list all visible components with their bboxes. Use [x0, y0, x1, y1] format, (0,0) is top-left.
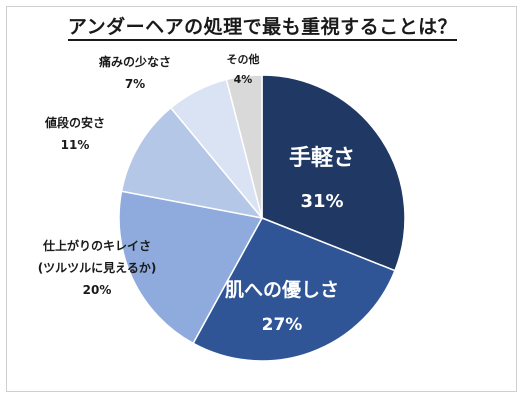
pie-slice: [192, 217, 396, 362]
slice-value-label: 27%: [262, 315, 303, 335]
slice-label: 仕上がりのキレイさ: [42, 238, 151, 253]
slice-label: 痛みの少なさ: [98, 54, 171, 69]
slice-label: 手軽さ: [289, 145, 355, 171]
pie-slice: [261, 74, 406, 272]
chart-title: アンダーヘアの処理で最も重視することは？: [67, 16, 458, 41]
slice-label: (ツルツルに見えるか): [38, 260, 157, 275]
slice-label: 肌への優しさ: [225, 278, 339, 301]
chart-title-wrap: アンダーヘアの処理で最も重視することは？: [0, 12, 525, 41]
slice-label: 値段の安さ: [44, 115, 105, 130]
slice-value-label: 7%: [125, 77, 145, 91]
pie-slice: [118, 190, 264, 345]
slice-value-label: 31%: [300, 191, 343, 212]
slice-value-label: 11%: [61, 138, 90, 152]
pie-slice: [120, 106, 264, 220]
slice-label: その他: [227, 52, 260, 66]
slice-value-label: 20%: [83, 283, 112, 297]
slice-value-label: 4%: [234, 73, 253, 86]
pie-slice: [225, 74, 263, 219]
